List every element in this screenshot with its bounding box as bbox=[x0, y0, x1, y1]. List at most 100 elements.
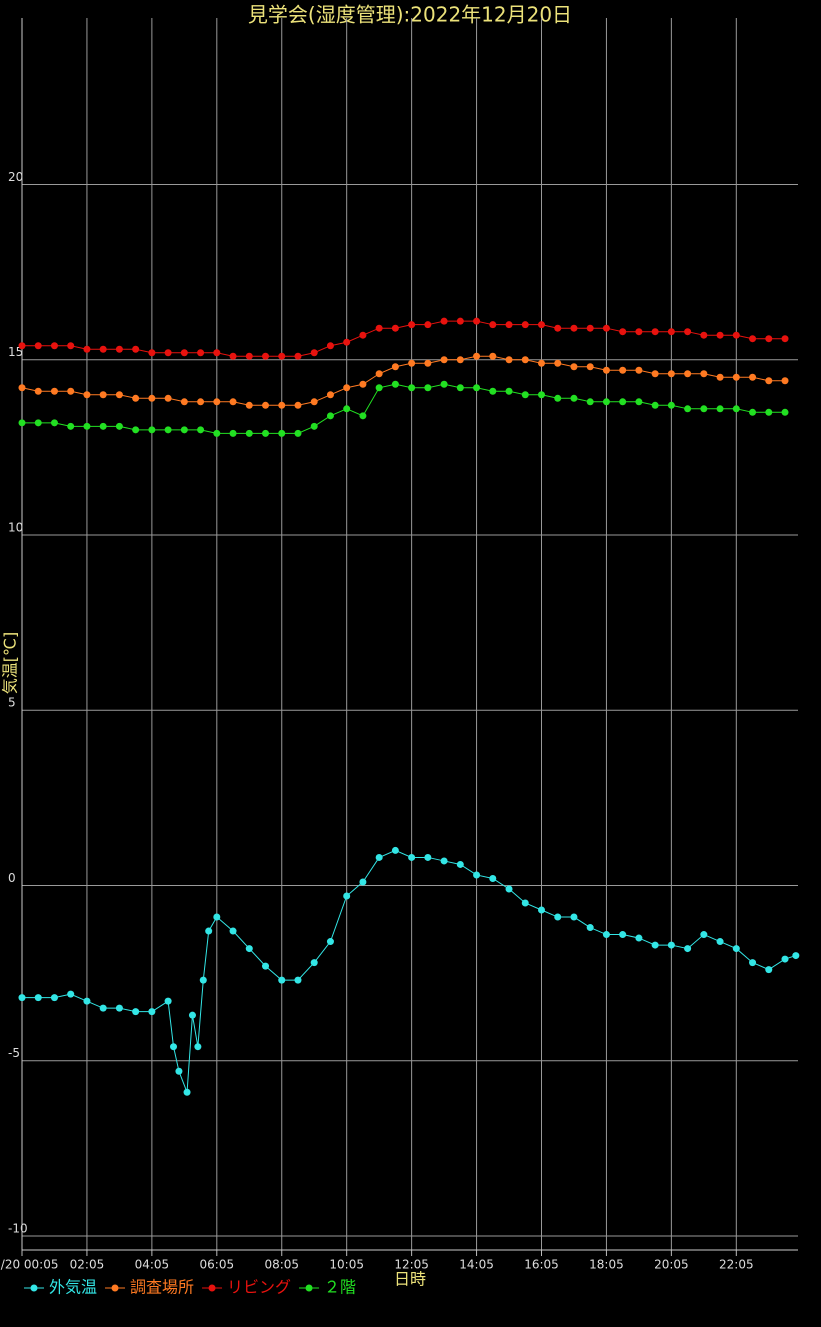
data-point bbox=[684, 945, 692, 953]
data-point bbox=[229, 398, 237, 406]
data-point bbox=[326, 342, 334, 350]
data-point bbox=[781, 955, 789, 963]
y-axis-label: 気温[℃] bbox=[1, 632, 20, 694]
data-point bbox=[50, 994, 58, 1002]
data-point bbox=[375, 853, 383, 861]
data-point bbox=[651, 328, 659, 336]
data-point bbox=[554, 913, 562, 921]
legend-marker bbox=[208, 1284, 216, 1292]
data-point bbox=[586, 924, 594, 932]
data-point bbox=[326, 938, 334, 946]
data-point bbox=[34, 994, 42, 1002]
data-point bbox=[67, 422, 75, 430]
data-point bbox=[619, 931, 627, 939]
data-point bbox=[375, 370, 383, 378]
data-point bbox=[310, 422, 318, 430]
data-point bbox=[170, 1043, 178, 1051]
data-point bbox=[194, 1043, 202, 1051]
data-point bbox=[684, 370, 692, 378]
data-point bbox=[651, 370, 659, 378]
data-point bbox=[602, 324, 610, 332]
data-point bbox=[554, 394, 562, 402]
data-point bbox=[245, 429, 253, 437]
data-point bbox=[213, 429, 221, 437]
data-point bbox=[424, 359, 432, 367]
data-point bbox=[765, 335, 773, 343]
data-point bbox=[99, 1004, 107, 1012]
data-point bbox=[115, 391, 123, 399]
data-point bbox=[262, 401, 270, 409]
data-point bbox=[408, 321, 416, 329]
data-point bbox=[164, 394, 172, 402]
data-point bbox=[391, 363, 399, 371]
data-point bbox=[245, 945, 253, 953]
x-tick-label: 14:05 bbox=[459, 1258, 494, 1272]
data-point bbox=[440, 380, 448, 388]
y-tick-label: 15 bbox=[8, 345, 23, 359]
data-point bbox=[115, 1004, 123, 1012]
data-point bbox=[635, 398, 643, 406]
legend-item: 外気温 bbox=[24, 1278, 97, 1297]
data-point bbox=[570, 363, 578, 371]
data-point bbox=[148, 426, 156, 434]
data-point bbox=[602, 931, 610, 939]
data-point bbox=[359, 412, 367, 420]
data-point bbox=[213, 398, 221, 406]
data-point bbox=[684, 405, 692, 413]
data-point bbox=[375, 324, 383, 332]
data-point bbox=[164, 426, 172, 434]
x-tick-label: 12:05 bbox=[394, 1258, 429, 1272]
x-tick-label: 16:05 bbox=[524, 1258, 559, 1272]
data-point bbox=[278, 976, 286, 984]
data-point bbox=[50, 342, 58, 350]
data-point bbox=[505, 321, 513, 329]
data-point bbox=[67, 387, 75, 395]
data-point bbox=[229, 429, 237, 437]
legend-item: 調査場所 bbox=[105, 1278, 194, 1297]
data-point bbox=[440, 356, 448, 364]
data-point bbox=[505, 356, 513, 364]
data-point bbox=[456, 317, 464, 325]
data-point bbox=[278, 401, 286, 409]
data-point bbox=[310, 349, 318, 357]
legend-marker bbox=[111, 1284, 119, 1292]
data-point bbox=[521, 391, 529, 399]
data-point bbox=[132, 394, 140, 402]
data-point bbox=[326, 412, 334, 420]
legend-marker bbox=[305, 1284, 313, 1292]
data-point bbox=[749, 335, 757, 343]
data-point bbox=[188, 1011, 196, 1019]
data-point bbox=[278, 429, 286, 437]
data-point bbox=[619, 366, 627, 374]
data-point bbox=[50, 387, 58, 395]
data-point bbox=[18, 384, 26, 392]
data-point bbox=[586, 398, 594, 406]
data-point bbox=[473, 384, 481, 392]
data-point bbox=[635, 328, 643, 336]
data-point bbox=[619, 398, 627, 406]
data-point bbox=[34, 419, 42, 427]
data-point bbox=[148, 394, 156, 402]
data-point bbox=[310, 398, 318, 406]
data-point bbox=[115, 422, 123, 430]
data-point bbox=[408, 384, 416, 392]
data-point bbox=[765, 966, 773, 974]
data-point bbox=[50, 419, 58, 427]
data-point bbox=[716, 405, 724, 413]
x-tick-label: 06:05 bbox=[200, 1258, 235, 1272]
y-tick-label: 0 bbox=[8, 871, 16, 885]
data-point bbox=[749, 373, 757, 381]
data-point bbox=[700, 331, 708, 339]
data-point bbox=[456, 384, 464, 392]
data-point bbox=[667, 328, 675, 336]
data-point bbox=[781, 335, 789, 343]
data-point bbox=[667, 401, 675, 409]
data-point bbox=[684, 328, 692, 336]
data-point bbox=[781, 377, 789, 385]
data-point bbox=[115, 345, 123, 353]
data-point bbox=[326, 391, 334, 399]
data-point bbox=[67, 990, 75, 998]
